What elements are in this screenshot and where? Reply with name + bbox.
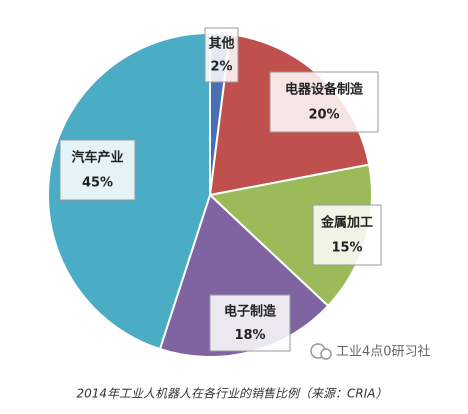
category-label: 汽车产业 xyxy=(71,150,123,166)
label-box xyxy=(204,27,239,83)
watermark-icon xyxy=(310,343,332,360)
value-label: 18% xyxy=(234,328,265,343)
category-label: 金属加工 xyxy=(320,215,373,231)
category-label: 电器设备制造 xyxy=(285,82,364,98)
label-box xyxy=(59,139,136,201)
value-label: 15% xyxy=(331,241,362,256)
watermark: 工业4点0研习社 xyxy=(336,344,431,360)
value-label: 20% xyxy=(308,108,339,123)
label-box xyxy=(209,294,291,352)
label-box xyxy=(312,204,382,266)
category-label: 电子制造 xyxy=(224,303,277,319)
value-label: 45% xyxy=(82,176,113,191)
value-label: 2% xyxy=(210,59,232,74)
caption: 2014年工业人机器人在各行业的销售比例（来源：CRIA） xyxy=(76,387,387,401)
category-label: 其他 xyxy=(208,36,234,52)
label-box xyxy=(269,71,379,133)
slices: 其他 2% 电器设备制造 20% 金属加工 15% 电子制造 18% 汽车产业 45% xyxy=(47,27,382,358)
